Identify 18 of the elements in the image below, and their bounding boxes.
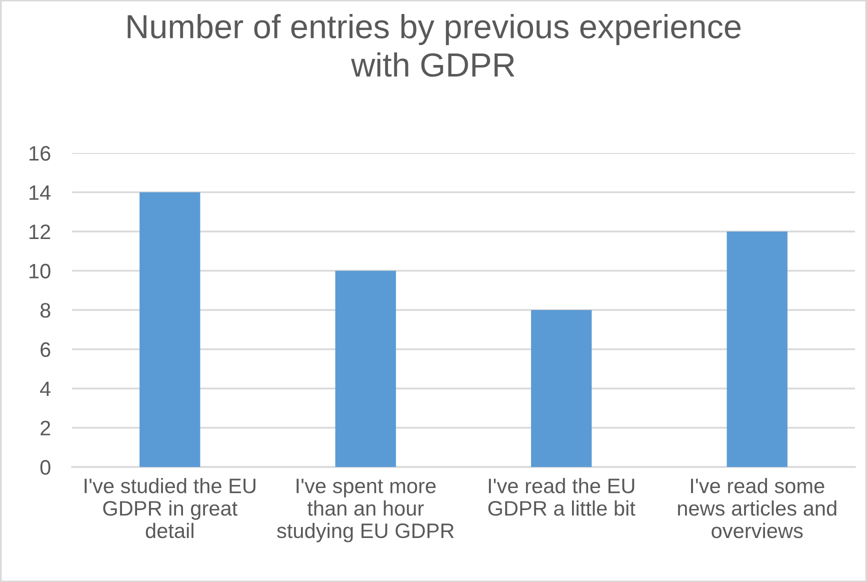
y-tick-label: 12 <box>30 224 50 240</box>
y-tick-label: 14 <box>30 185 51 200</box>
bar <box>531 310 592 467</box>
chart-title: Number of entries by previous experience with GDPR <box>128 14 741 77</box>
y-tick-label: 0 <box>40 460 50 475</box>
y-tick-label: 8 <box>40 303 50 318</box>
y-tick-label: 10 <box>30 264 50 279</box>
bar <box>335 270 396 467</box>
bar <box>726 232 788 467</box>
y-tick-label: 4 <box>40 382 51 396</box>
x-tick-label: I've read the EU GDPR a little bit <box>488 478 636 516</box>
y-tick-label: 6 <box>40 342 50 358</box>
bar <box>140 192 200 467</box>
y-tick-label: 16 <box>30 146 50 161</box>
y-tick-label: 2 <box>40 420 50 436</box>
x-tick-label: I've read some news articles and overviews <box>678 478 836 538</box>
x-tick-label: I've studied the EU GDPR in great detail <box>84 478 256 538</box>
x-tick-label: I've spent more than an hour studying EU GDPR <box>277 478 454 542</box>
